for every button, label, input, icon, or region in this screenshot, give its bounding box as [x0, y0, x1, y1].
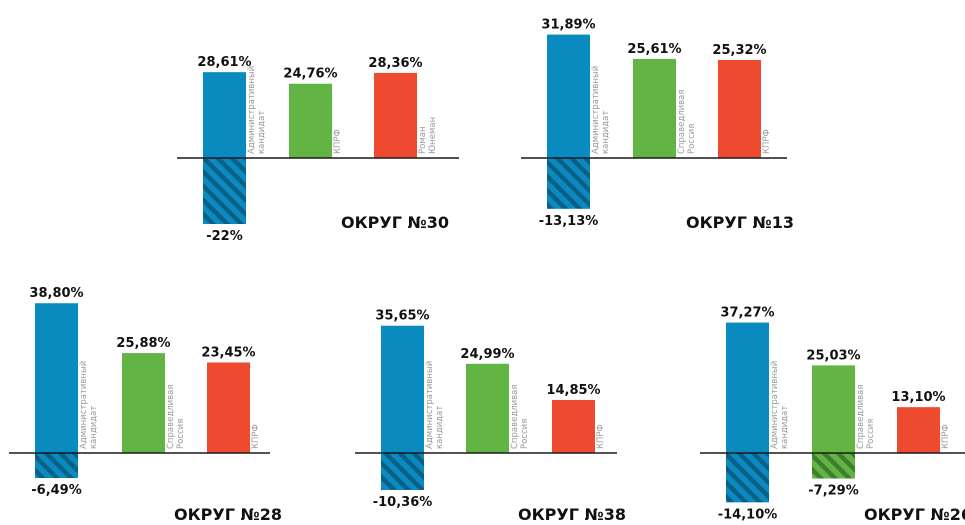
candidate-label: Административныйкандидат — [247, 66, 267, 154]
bar-negative — [812, 453, 855, 479]
negative-value-label: -10,36% — [373, 495, 433, 510]
chart-panel: 31,89% Административныйкандидат -13,13% 25,… — [521, 18, 794, 232]
bar — [381, 325, 424, 453]
bar-value-label: 35,65% — [375, 309, 429, 324]
district-title: ОКРУГ №26 — [864, 505, 965, 524]
chart-panel: 35,65% Административныйкандидат -10,36% 24,… — [355, 309, 626, 524]
negative-value-label: -22% — [206, 229, 243, 244]
candidate-label: Административныйкандидат — [79, 361, 99, 449]
candidate-label: КПРФ — [941, 424, 951, 449]
bar-value-label: 37,27% — [720, 306, 774, 321]
bar-negative — [547, 158, 590, 209]
negative-value-label: -7,29% — [808, 484, 859, 499]
bar — [122, 353, 165, 453]
candidate-label: РоманЮнеман — [418, 117, 438, 154]
district-title: ОКРУГ №30 — [341, 213, 449, 232]
bar-negative — [203, 158, 246, 224]
bar-value-label: 24,99% — [460, 347, 514, 362]
district-title: ОКРУГ №28 — [174, 505, 282, 524]
bar-value-label: 28,36% — [368, 56, 422, 71]
bar — [374, 72, 417, 158]
bar — [552, 399, 595, 453]
bar — [35, 303, 78, 453]
bar — [466, 363, 509, 453]
bar-negative — [381, 453, 424, 490]
candidate-label: Административныйкандидат — [591, 66, 611, 154]
candidate-label: КПРФ — [596, 424, 606, 449]
district-title: ОКРУГ №38 — [518, 505, 626, 524]
bar-value-label: 24,76% — [283, 67, 337, 82]
candidate-label: СправедливаяРоссия — [510, 384, 530, 449]
candidate-label: Административныйкандидат — [770, 361, 790, 449]
candidate-label: СправедливаяРоссия — [677, 89, 697, 154]
bar — [203, 72, 246, 158]
negative-value-label: -14,10% — [718, 507, 778, 522]
negative-value-label: -6,49% — [31, 483, 82, 498]
bar-value-label: 25,88% — [116, 336, 170, 351]
bar-negative — [726, 453, 769, 503]
candidate-label: КПРФ — [251, 424, 261, 449]
district-title: ОКРУГ №13 — [686, 213, 794, 232]
bar-value-label: 14,85% — [546, 383, 600, 398]
bar-value-label: 28,61% — [197, 55, 251, 70]
bar-value-label: 13,10% — [891, 390, 945, 405]
bar — [547, 34, 590, 158]
bar — [726, 322, 769, 453]
candidate-label: СправедливаяРоссия — [856, 384, 876, 449]
bar-value-label: 25,61% — [627, 42, 681, 57]
candidate-label: КПРФ — [762, 129, 772, 154]
candidate-label: КПРФ — [333, 129, 343, 154]
candidate-label: СправедливаяРоссия — [166, 384, 186, 449]
bar-value-label: 25,32% — [712, 43, 766, 58]
chart-panel: 37,27% Административныйкандидат -14,10% 25,… — [700, 306, 965, 524]
bar-value-label: 25,03% — [806, 348, 860, 363]
bar-value-label: 38,80% — [29, 286, 83, 301]
bar-negative — [35, 453, 78, 479]
bar — [633, 58, 676, 159]
chart-panel: 38,80% Административныйкандидат -6,49% 25,8… — [9, 286, 282, 524]
candidate-label: Административныйкандидат — [425, 361, 445, 449]
chart-panel: 28,61%Административныйкандидат -22% 24,76%… — [177, 55, 459, 244]
bar — [289, 83, 332, 158]
bar — [207, 362, 250, 453]
bar-value-label: 23,45% — [201, 345, 255, 360]
bar — [897, 407, 940, 453]
bar — [718, 60, 761, 159]
bar-value-label: 31,89% — [541, 18, 595, 33]
bar — [812, 365, 855, 453]
negative-value-label: -13,13% — [539, 214, 599, 229]
